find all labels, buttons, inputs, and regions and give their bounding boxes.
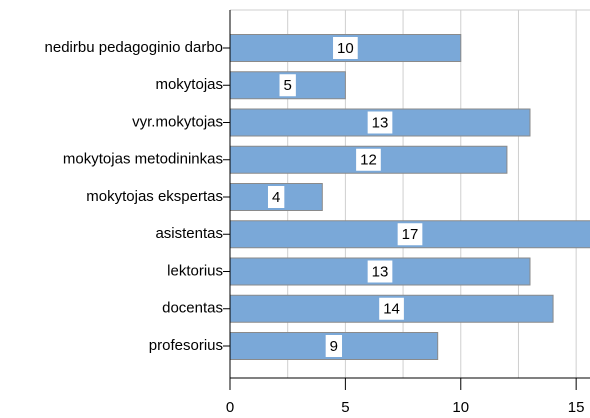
value-label: 9 bbox=[330, 338, 338, 355]
x-tick-label: 0 bbox=[226, 399, 234, 416]
value-label-box bbox=[367, 260, 393, 283]
value-label-box bbox=[267, 186, 285, 208]
x-tick-label: 5 bbox=[341, 399, 349, 416]
x-tick-label: 10 bbox=[452, 399, 469, 416]
value-label: 4 bbox=[272, 189, 280, 206]
y-tick-label: vyr.mokytojas bbox=[132, 113, 223, 130]
y-tick-label: mokytojas bbox=[155, 76, 223, 93]
value-label: 12 bbox=[360, 152, 377, 169]
value-label-box bbox=[356, 148, 381, 171]
value-label: 13 bbox=[372, 114, 389, 131]
y-tick-label: lektorius bbox=[167, 262, 223, 279]
y-tick-label: asistentas bbox=[155, 225, 223, 242]
value-label-box bbox=[367, 111, 393, 134]
y-tick-label: mokytojas metodininkas bbox=[63, 151, 223, 168]
y-tick-label: profesorius bbox=[149, 337, 223, 354]
y-tick-label: mokytojas ekspertas bbox=[86, 188, 223, 205]
y-tick-label: nedirbu pedagoginio darbo bbox=[45, 39, 223, 56]
value-label: 14 bbox=[383, 301, 400, 318]
value-label-box bbox=[325, 335, 343, 357]
labels: 0 5 10 15 nedirbu pedagoginio darbo 10 mokytoj… bbox=[45, 10, 590, 416]
x-tick-label: 15 bbox=[568, 399, 585, 416]
value-label: 5 bbox=[284, 77, 292, 94]
value-label: 10 bbox=[337, 40, 354, 57]
value-label: 17 bbox=[402, 226, 419, 243]
value-label-box bbox=[397, 223, 423, 246]
value-label: 13 bbox=[372, 263, 389, 280]
y-tick-label: docentas bbox=[162, 300, 223, 317]
value-label-box bbox=[279, 74, 296, 97]
value-label-box bbox=[333, 37, 358, 59]
value-label-box bbox=[379, 297, 404, 320]
